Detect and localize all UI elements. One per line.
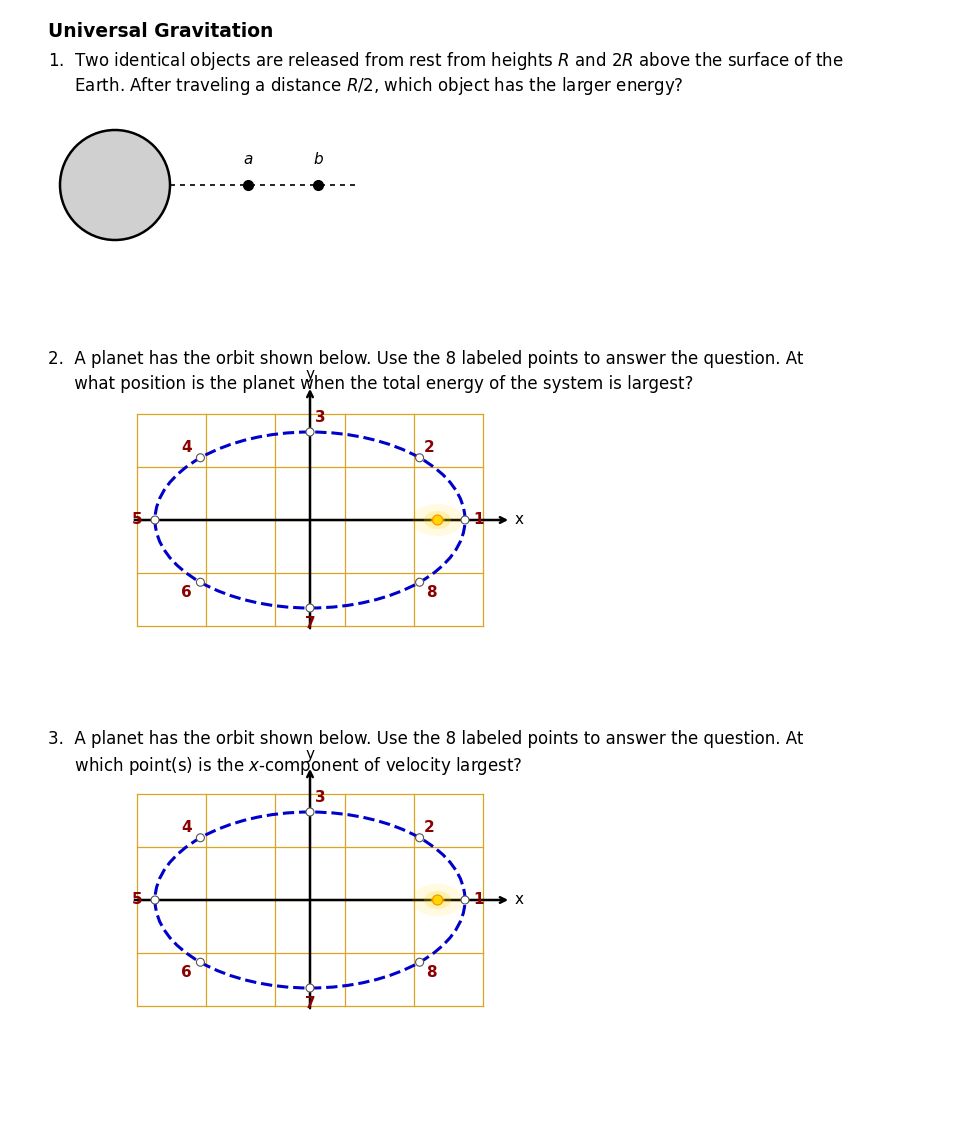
Text: a: a (243, 152, 253, 166)
Text: 3: 3 (314, 411, 326, 426)
Circle shape (461, 895, 469, 903)
Text: b: b (313, 152, 323, 166)
Ellipse shape (412, 884, 463, 916)
Text: 1: 1 (474, 512, 484, 527)
Circle shape (306, 808, 314, 816)
Ellipse shape (431, 515, 445, 525)
Ellipse shape (431, 895, 445, 905)
Circle shape (415, 579, 424, 587)
Circle shape (306, 428, 314, 436)
Text: y: y (306, 367, 314, 382)
Text: Earth. After traveling a distance $R/2$, which object has the larger energy?: Earth. After traveling a distance $R/2$,… (48, 75, 683, 96)
Text: which point(s) is the $x$-component of velocity largest?: which point(s) is the $x$-component of v… (48, 755, 523, 777)
Text: 7: 7 (305, 616, 315, 631)
Ellipse shape (434, 898, 440, 902)
Text: 5: 5 (132, 512, 142, 527)
Text: 6: 6 (181, 964, 192, 979)
Text: 2.  A planet has the orbit shown below. Use the 8 labeled points to answer the q: 2. A planet has the orbit shown below. U… (48, 350, 803, 369)
Text: 1: 1 (474, 892, 484, 908)
Circle shape (196, 959, 205, 967)
Circle shape (432, 515, 443, 525)
Ellipse shape (424, 891, 451, 909)
Circle shape (461, 515, 469, 523)
Text: 5: 5 (132, 892, 142, 908)
Circle shape (196, 453, 205, 461)
Text: 7: 7 (305, 996, 315, 1011)
Text: 6: 6 (181, 584, 192, 599)
Ellipse shape (412, 504, 463, 536)
Text: Universal Gravitation: Universal Gravitation (48, 22, 273, 41)
Circle shape (151, 895, 159, 903)
Circle shape (60, 130, 170, 240)
Circle shape (151, 515, 159, 523)
Text: y: y (306, 747, 314, 762)
Ellipse shape (434, 518, 440, 522)
Circle shape (432, 895, 443, 905)
Text: what position is the planet when the total energy of the system is largest?: what position is the planet when the tot… (48, 375, 694, 393)
Text: 2: 2 (424, 441, 435, 456)
Text: 3: 3 (314, 791, 326, 806)
Text: 2: 2 (424, 821, 435, 836)
Ellipse shape (424, 511, 451, 529)
Text: 1.  Two identical objects are released from rest from heights $R$ and $2R$ above: 1. Two identical objects are released fr… (48, 51, 844, 72)
Text: 8: 8 (427, 964, 437, 979)
Circle shape (415, 453, 424, 461)
Text: 3.  A planet has the orbit shown below. Use the 8 labeled points to answer the q: 3. A planet has the orbit shown below. U… (48, 730, 803, 748)
Circle shape (196, 579, 205, 587)
Circle shape (196, 833, 205, 841)
Circle shape (415, 833, 424, 841)
Text: 8: 8 (427, 584, 437, 599)
Circle shape (306, 604, 314, 612)
Text: 4: 4 (181, 821, 191, 836)
Text: x: x (515, 512, 524, 527)
Text: 4: 4 (181, 441, 191, 456)
Circle shape (415, 959, 424, 967)
Text: x: x (515, 892, 524, 908)
Circle shape (306, 984, 314, 992)
